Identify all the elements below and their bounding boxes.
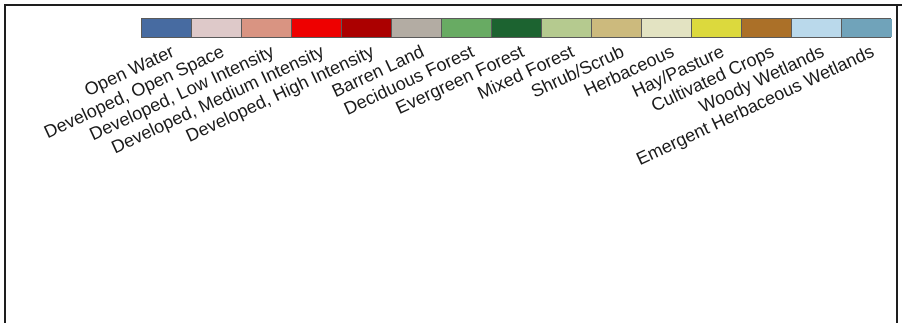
swatch-developed-open-space [192,19,242,37]
swatch-mixed-forest [542,19,592,37]
swatch-deciduous-forest [442,19,492,37]
panel-border-right [896,4,898,323]
swatch-developed-medium-intensity [292,19,342,37]
swatch-barren-land [392,19,442,37]
panel-border-left [4,4,6,323]
swatch-herbaceous [642,19,692,37]
swatch-woody-wetlands [792,19,842,37]
swatch-cultivated-crops [742,19,792,37]
swatch-open-water [142,19,192,37]
swatch-developed-low-intensity [242,19,292,37]
swatch-evergreen-forest [492,19,542,37]
swatch-shrub-scrub [592,19,642,37]
swatch-hay-pasture [692,19,742,37]
swatch-emergent-herbaceous-wetlands [842,19,892,37]
legend-swatch-row [141,18,892,38]
swatch-developed-high-intensity [342,19,392,37]
panel-border-top [4,4,902,6]
